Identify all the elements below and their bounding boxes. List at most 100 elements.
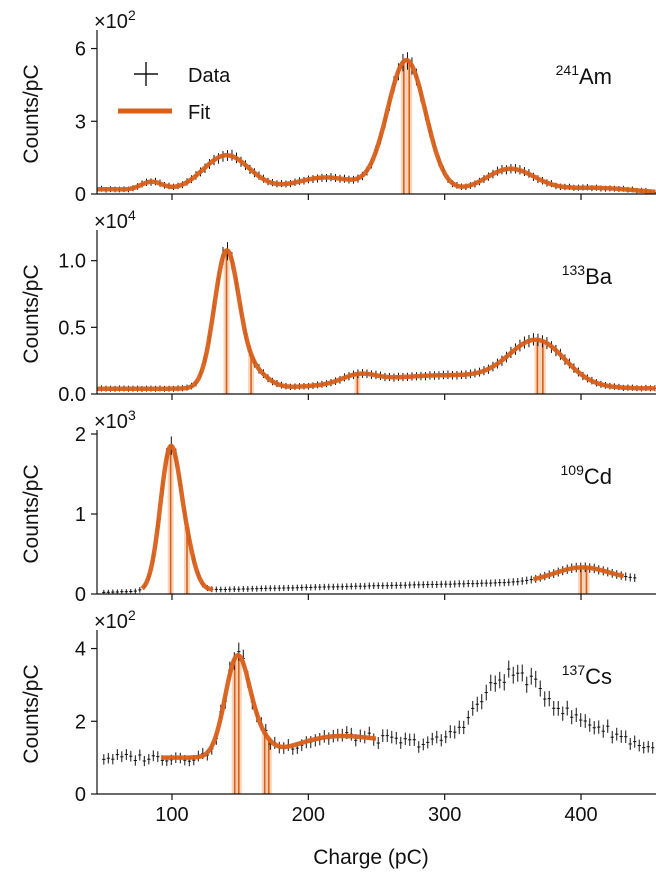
data-point <box>448 725 452 739</box>
data-point <box>349 583 353 590</box>
y-tick-label: 0 <box>75 184 86 206</box>
data-point <box>408 733 412 746</box>
data-point <box>588 718 592 732</box>
data-point <box>354 582 358 590</box>
data-point <box>507 578 511 586</box>
data-point <box>457 720 461 734</box>
data-point <box>471 580 475 588</box>
data-point <box>376 737 380 750</box>
data-point <box>421 738 425 751</box>
data-point <box>331 583 335 591</box>
data-point <box>394 581 398 589</box>
scale-factor: ×102 <box>94 7 136 33</box>
data-point <box>363 582 367 590</box>
data-point <box>525 676 529 693</box>
data-point <box>498 671 502 689</box>
panel-cd: 0 1 2 Counts/pC ×103 109Cd <box>20 407 656 606</box>
isotope-label: 137Cs <box>562 662 612 689</box>
data-point <box>381 729 385 743</box>
data-point <box>529 575 533 584</box>
data-point <box>268 585 272 592</box>
data-point <box>475 580 479 588</box>
fit-curve <box>159 653 378 760</box>
data-point <box>408 581 412 589</box>
data-point <box>372 582 376 590</box>
y-axis-label: Counts/pC <box>20 464 43 563</box>
x-tick-label: 100 <box>155 804 188 826</box>
y-tick-label: 0 <box>75 584 86 606</box>
data-point <box>390 582 394 589</box>
data-point <box>520 577 524 585</box>
fit-curve <box>532 565 625 582</box>
data-point <box>534 670 538 688</box>
data-point <box>507 660 511 678</box>
data-point <box>628 737 632 750</box>
data-point <box>561 706 565 721</box>
data-point <box>403 732 407 745</box>
data-point <box>624 572 628 581</box>
data-point <box>327 583 331 591</box>
fit-curve <box>97 248 656 391</box>
data-point <box>120 751 124 763</box>
data-point <box>439 580 443 588</box>
data-point <box>399 581 403 589</box>
data-point <box>511 666 515 684</box>
data-point <box>394 731 398 745</box>
data-point <box>417 741 421 753</box>
data-point <box>543 691 547 707</box>
data-point <box>286 584 290 591</box>
fit-curve <box>140 443 215 592</box>
y-axis-label: Counts/pC <box>20 64 43 163</box>
data-point <box>241 585 245 592</box>
data-point <box>340 583 344 590</box>
data-point <box>435 730 439 744</box>
data-point <box>435 581 439 588</box>
y-tick-label: 0.0 <box>58 384 86 406</box>
data-point <box>624 730 628 743</box>
data-point <box>403 581 407 589</box>
legend-item-fit: Fit <box>118 102 211 124</box>
data-point <box>264 585 268 592</box>
isotope-label: 109Cd <box>561 462 612 489</box>
data-point <box>129 589 133 594</box>
data-point <box>381 582 385 590</box>
data-point <box>430 732 434 746</box>
legend: Data Fit <box>118 62 231 124</box>
data-point <box>421 581 425 589</box>
data-point <box>246 586 250 592</box>
data-point <box>475 696 479 712</box>
scale-factor: ×103 <box>94 407 136 433</box>
y-tick-label: 6 <box>75 39 86 61</box>
data-point <box>147 754 151 765</box>
scale-factor: ×102 <box>94 607 136 633</box>
data-point <box>102 589 106 594</box>
data-point <box>124 589 128 594</box>
data-point <box>493 675 497 692</box>
data-point <box>606 719 610 733</box>
x-tick-label: 300 <box>428 804 461 826</box>
y-axis-label: Counts/pC <box>20 264 43 363</box>
data-point <box>133 755 137 766</box>
data-point <box>318 583 322 591</box>
data-point <box>444 580 448 588</box>
data-point <box>633 735 637 748</box>
data-point <box>124 749 128 761</box>
data-point <box>313 583 317 591</box>
x-tick-label: 200 <box>292 804 325 826</box>
data-point <box>633 573 637 582</box>
data-point <box>516 664 520 682</box>
data-point <box>385 582 389 589</box>
data-point <box>480 579 484 587</box>
data-point <box>583 714 587 728</box>
data-point <box>489 579 493 587</box>
data-point <box>493 579 497 587</box>
legend-item-data: Data <box>134 62 231 87</box>
data-point <box>484 684 488 701</box>
x-tick-label: 400 <box>564 804 597 826</box>
data-point <box>489 674 493 691</box>
y-tick-label: 4 <box>75 639 86 661</box>
data-point <box>444 730 448 744</box>
data-point <box>453 725 457 739</box>
data-point <box>300 584 304 591</box>
data-point <box>133 588 137 594</box>
